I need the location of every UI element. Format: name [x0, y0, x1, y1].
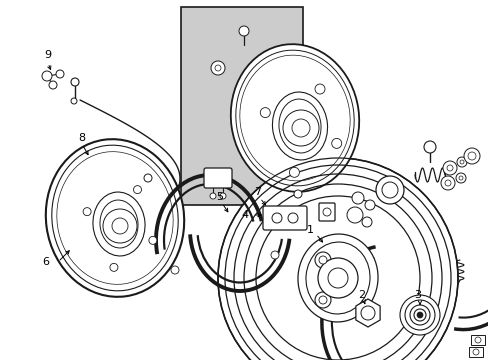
Circle shape: [442, 161, 456, 175]
Circle shape: [215, 65, 221, 71]
Ellipse shape: [100, 200, 138, 248]
Text: 7: 7: [254, 187, 261, 197]
Text: 5: 5: [216, 192, 223, 202]
Circle shape: [455, 173, 465, 183]
Text: 3: 3: [414, 290, 421, 300]
Polygon shape: [355, 299, 379, 327]
FancyBboxPatch shape: [263, 206, 306, 230]
Circle shape: [314, 252, 330, 268]
Circle shape: [381, 182, 397, 198]
FancyBboxPatch shape: [318, 203, 334, 221]
Circle shape: [440, 176, 454, 190]
Text: 8: 8: [78, 133, 85, 143]
Circle shape: [71, 78, 79, 86]
Circle shape: [209, 193, 216, 199]
Circle shape: [287, 213, 297, 223]
Circle shape: [220, 193, 225, 199]
Circle shape: [323, 208, 330, 216]
Circle shape: [148, 237, 157, 244]
Ellipse shape: [272, 92, 327, 160]
Circle shape: [112, 218, 128, 234]
Bar: [468, 347, 482, 357]
Ellipse shape: [93, 192, 145, 256]
Circle shape: [314, 292, 330, 308]
Circle shape: [472, 349, 478, 355]
Circle shape: [463, 148, 479, 164]
Text: 4: 4: [241, 210, 248, 220]
Text: 9: 9: [44, 50, 51, 60]
Circle shape: [364, 200, 374, 210]
Circle shape: [218, 158, 457, 360]
Circle shape: [416, 312, 422, 318]
Circle shape: [133, 186, 141, 194]
FancyBboxPatch shape: [181, 7, 303, 205]
Circle shape: [143, 174, 152, 182]
Circle shape: [331, 138, 341, 148]
Circle shape: [327, 268, 347, 288]
Circle shape: [42, 71, 52, 81]
FancyBboxPatch shape: [203, 168, 231, 188]
Circle shape: [293, 190, 302, 198]
Circle shape: [283, 110, 318, 146]
Circle shape: [49, 81, 57, 89]
Circle shape: [317, 258, 357, 298]
Ellipse shape: [46, 139, 184, 297]
Circle shape: [346, 207, 362, 223]
Circle shape: [360, 306, 374, 320]
Ellipse shape: [230, 44, 359, 192]
Circle shape: [271, 213, 282, 223]
Circle shape: [103, 209, 137, 243]
Circle shape: [351, 192, 363, 204]
Circle shape: [375, 176, 403, 204]
Circle shape: [239, 26, 248, 36]
Circle shape: [446, 165, 452, 171]
Bar: [470, 335, 484, 345]
Circle shape: [423, 141, 435, 153]
Circle shape: [444, 180, 450, 186]
Circle shape: [56, 70, 64, 78]
Circle shape: [210, 61, 224, 75]
Circle shape: [459, 160, 463, 164]
Circle shape: [289, 167, 299, 177]
Circle shape: [83, 208, 91, 216]
Circle shape: [467, 152, 475, 160]
Ellipse shape: [297, 234, 377, 322]
Circle shape: [260, 108, 270, 118]
Circle shape: [71, 98, 77, 104]
Circle shape: [318, 256, 326, 264]
Circle shape: [171, 266, 179, 274]
Circle shape: [314, 84, 325, 94]
Text: 6: 6: [42, 257, 49, 267]
Circle shape: [361, 217, 371, 227]
Ellipse shape: [305, 242, 369, 314]
Text: 2: 2: [358, 290, 365, 300]
Circle shape: [456, 157, 466, 167]
Circle shape: [318, 296, 326, 304]
Circle shape: [291, 119, 309, 137]
Ellipse shape: [278, 99, 321, 153]
Circle shape: [110, 264, 118, 271]
Circle shape: [399, 295, 439, 335]
Circle shape: [270, 251, 279, 259]
Circle shape: [474, 337, 480, 343]
Circle shape: [458, 176, 462, 180]
Text: 1: 1: [306, 225, 313, 235]
